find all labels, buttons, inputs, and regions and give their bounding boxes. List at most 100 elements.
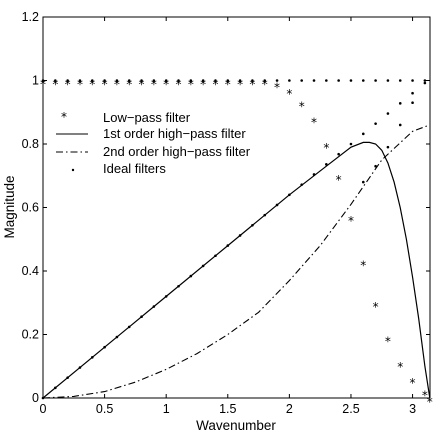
ideal-filter-point (78, 79, 82, 82)
ideal-filter-point (140, 315, 143, 319)
ideal-filter-point (386, 145, 390, 149)
low-pass-point: * (427, 395, 433, 409)
ideal-filter-point (361, 180, 365, 184)
low-pass-point: * (348, 214, 354, 228)
axes-layer: 0 0.5 1 1.5 2 2.5 3 0 0.2 0.4 0.6 0.8 1 1.2 (22, 10, 430, 416)
low-pass-point: * (397, 360, 403, 374)
ideal-filter-point (127, 325, 131, 329)
ideal-filter-point (288, 193, 291, 197)
ideal-filter-point (275, 79, 279, 82)
ideal-filter-point (201, 264, 205, 268)
ideal-filter-point (398, 123, 402, 127)
ideal-filter-point (226, 244, 230, 247)
ideal-filter-point (386, 79, 390, 82)
low-pass-point: * (212, 78, 218, 92)
ideal-filter-point (337, 152, 340, 156)
ideal-filter-point (288, 79, 291, 82)
low-pass-point: * (102, 78, 108, 92)
y-tick-label: 1 (32, 74, 39, 88)
low-pass-point: * (286, 87, 292, 101)
ideal-filter-point (115, 335, 119, 339)
low-pass-point: * (249, 78, 255, 92)
low-pass-point: * (274, 81, 280, 95)
ideal-filter-point (152, 305, 156, 308)
ideal-filter-point (152, 79, 156, 82)
low-pass-point: * (151, 78, 157, 92)
y-tick-label: 0.2 (22, 328, 39, 342)
ideal-filter-point (66, 79, 69, 82)
low-pass-point: * (89, 78, 95, 92)
ideal-filter-point (423, 79, 427, 82)
ideal-filter-point (214, 79, 217, 82)
ideal-filter-point (54, 79, 57, 82)
ideal-filter-point (103, 345, 106, 349)
ideal-filter-point (140, 79, 143, 82)
ideal-filter-point (411, 91, 414, 95)
low-pass-point: * (323, 141, 329, 155)
low-pass-point: * (77, 78, 83, 92)
low-pass-point: * (336, 173, 342, 187)
low-pass-point: * (299, 100, 305, 114)
x-tick-label: 0 (40, 402, 47, 416)
ideal-filter-point (275, 203, 279, 207)
ideal-filter-point (201, 79, 205, 82)
ideal-filter-point (398, 79, 402, 82)
legend-label-low-pass: Low−pass filter (103, 110, 191, 125)
legend: * Low−pass filter 1st order high−pass fi… (56, 110, 251, 176)
ideal-filter-point (177, 79, 180, 82)
ideal-filter-point (66, 376, 69, 379)
ideal-filter-point (263, 79, 267, 82)
ideal-filter-point (312, 173, 316, 176)
legend-label-2nd-order: 2nd order high−pass filter (103, 144, 251, 159)
y-tick-label: 0 (32, 391, 39, 405)
ideal-filter-point (90, 356, 94, 359)
legend-symbol-ideal (71, 168, 75, 172)
ideal-filter-point (386, 112, 390, 115)
ideal-filter-point (214, 254, 217, 258)
legend-label-ideal: Ideal filters (103, 161, 166, 176)
series-layer: * * * * * * * * * * * * * * * * * * * * * * * * * * * * * * * * * (40, 78, 433, 410)
ideal-filter-point (349, 142, 353, 146)
y-tick-label: 0.8 (22, 137, 39, 151)
y-tick-label: 1.2 (22, 10, 39, 24)
x-tick-label: 3 (409, 402, 416, 416)
ideal-filter-point (300, 79, 303, 82)
low-pass-point: * (225, 78, 231, 92)
ideal-filter-point (312, 79, 316, 82)
x-tick-label: 2.5 (342, 402, 359, 416)
ideal-filter-point (226, 79, 230, 82)
y-axis-label: Magnitude (2, 175, 17, 238)
low-pass-point: * (126, 78, 132, 92)
low-pass-point: * (373, 300, 379, 314)
low-pass-point: * (176, 78, 182, 92)
ideal-filter-point (411, 79, 414, 82)
legend-symbol-low-pass: * (61, 110, 67, 124)
ideal-filter-point (251, 223, 254, 227)
ideal-filter-point (189, 79, 193, 82)
ideal-filter-point (263, 213, 267, 217)
ideal-filter-point (127, 79, 131, 82)
y-tick-label: 0.6 (22, 201, 39, 215)
low-pass-point: * (360, 258, 366, 272)
low-pass-point: * (40, 78, 46, 92)
ideal-filter-point (103, 79, 106, 82)
ideal-filter-point (189, 274, 193, 278)
low-pass-point: * (139, 78, 145, 92)
low-pass-point: * (65, 78, 71, 92)
low-pass-point: * (311, 116, 317, 130)
x-tick-label: 1.5 (219, 402, 236, 416)
series-line-2nd-order (42, 124, 430, 399)
ideal-filter-point (78, 366, 82, 369)
x-tick-label: 0.5 (96, 402, 113, 416)
low-pass-point: * (262, 78, 268, 92)
low-pass-point: * (163, 78, 169, 92)
ideal-filter-point (411, 101, 414, 105)
low-pass-point: * (114, 78, 120, 92)
ideal-filter-point (177, 284, 180, 288)
ideal-filter-point (164, 79, 168, 82)
legend-label-1st-order: 1st order high−pass filter (103, 126, 246, 141)
ideal-filter-point (238, 79, 242, 82)
ideal-filter-point (361, 79, 365, 82)
ideal-filter-point (164, 295, 168, 298)
